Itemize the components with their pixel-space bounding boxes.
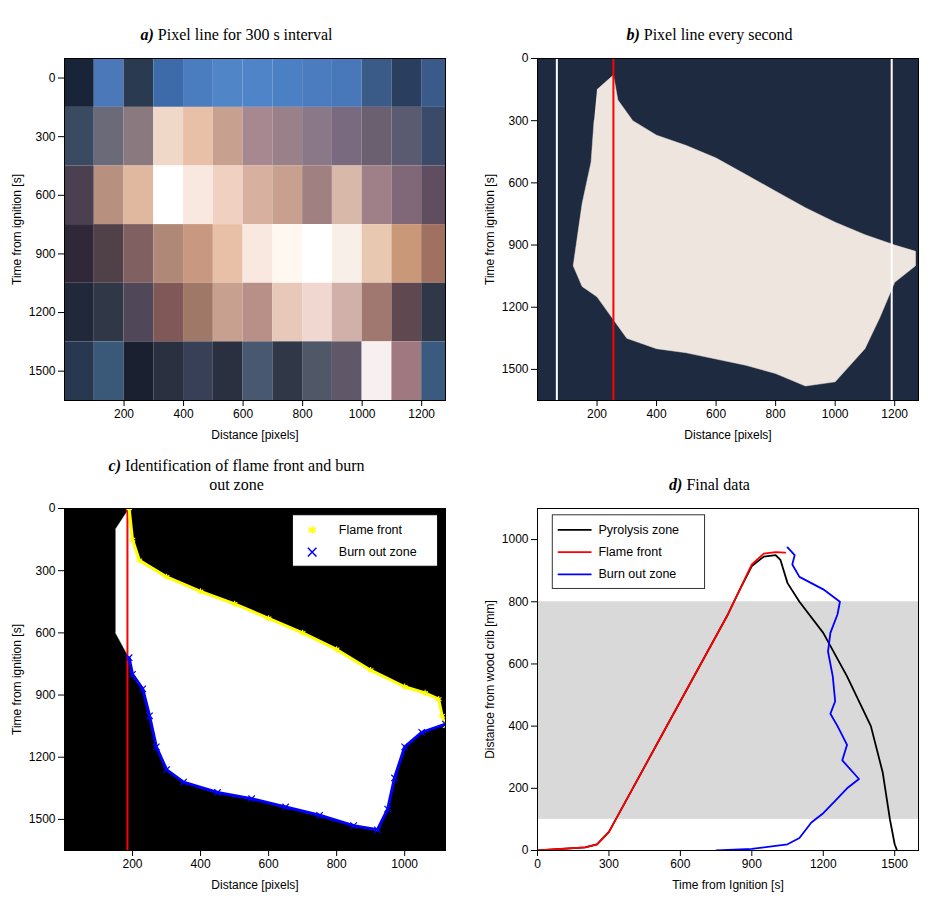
html-text:c) Identification of flame fro: c) Identification of flame front and bur… (108, 457, 365, 493)
svg-text:Time from ignition [s]: Time from ignition [s] (10, 174, 24, 285)
svg-text:600: 600 (233, 407, 253, 421)
svg-text:1000: 1000 (822, 407, 849, 421)
svg-text:600: 600 (670, 857, 690, 871)
svg-text:Distance from wood crib [mm]: Distance from wood crib [mm] (483, 600, 497, 759)
svg-text:200: 200 (114, 407, 134, 421)
svg-text:Time from Ignition [s]: Time from Ignition [s] (672, 878, 784, 892)
svg-text:0: 0 (522, 51, 529, 65)
svg-text:Distance [pixels]: Distance [pixels] (211, 428, 298, 442)
svg-text:1500: 1500 (29, 364, 56, 378)
svg-text:400: 400 (647, 407, 667, 421)
svg-text:Pyrolysis zone: Pyrolysis zone (598, 523, 679, 537)
svg-text:900: 900 (35, 688, 55, 702)
svg-text:600: 600 (508, 176, 528, 190)
svg-text:0: 0 (522, 843, 529, 857)
svg-text:Time from ignition [s]: Time from ignition [s] (10, 624, 24, 735)
svg-text:Flame front: Flame front (598, 545, 662, 559)
svg-text:600: 600 (508, 657, 528, 671)
svg-text:0: 0 (49, 501, 56, 515)
svg-text:1500: 1500 (881, 857, 908, 871)
svg-text:0: 0 (534, 857, 541, 871)
svg-text:1200: 1200 (810, 857, 837, 871)
svg-text:0: 0 (49, 71, 56, 85)
svg-text:1000: 1000 (349, 407, 376, 421)
svg-text:300: 300 (599, 857, 619, 871)
svg-text:Distance [pixels]: Distance [pixels] (684, 428, 771, 442)
svg-text:800: 800 (508, 595, 528, 609)
svg-text:600: 600 (706, 407, 726, 421)
svg-text:300: 300 (35, 564, 55, 578)
svg-text:Time from ignition [s]: Time from ignition [s] (483, 174, 497, 285)
html-text:b) Pixel line every second: b) Pixel line every second (626, 26, 793, 43)
svg-text:200: 200 (508, 781, 528, 795)
svg-text:1200: 1200 (408, 407, 435, 421)
svg-text:400: 400 (508, 719, 528, 733)
svg-text:200: 200 (123, 857, 143, 871)
svg-text:Flame front: Flame front (339, 523, 403, 537)
svg-text:200: 200 (587, 407, 607, 421)
svg-text:1000: 1000 (502, 532, 529, 546)
svg-text:600: 600 (35, 188, 55, 202)
svg-text:400: 400 (174, 407, 194, 421)
html-text:a) Pixel line for 300 s interv: a) Pixel line for 300 s interval (140, 26, 333, 43)
svg-text:Burn out zone: Burn out zone (598, 567, 676, 581)
svg-text:Distance [pixels]: Distance [pixels] (211, 878, 298, 892)
svg-text:800: 800 (293, 407, 313, 421)
svg-text:1000: 1000 (391, 857, 418, 871)
svg-text:900: 900 (508, 238, 528, 252)
svg-text:900: 900 (35, 247, 55, 261)
svg-text:400: 400 (191, 857, 211, 871)
svg-text:Burn out zone: Burn out zone (339, 545, 417, 559)
svg-text:1200: 1200 (29, 750, 56, 764)
svg-text:1200: 1200 (881, 407, 908, 421)
svg-text:1500: 1500 (502, 362, 529, 376)
svg-text:1200: 1200 (29, 305, 56, 319)
svg-text:800: 800 (766, 407, 786, 421)
svg-text:800: 800 (327, 857, 347, 871)
svg-text:1200: 1200 (502, 300, 529, 314)
html-text:d) Final data: d) Final data (669, 476, 750, 493)
svg-text:1500: 1500 (29, 812, 56, 826)
svg-text:600: 600 (35, 626, 55, 640)
svg-text:900: 900 (742, 857, 762, 871)
svg-text:300: 300 (508, 114, 528, 128)
svg-text:600: 600 (259, 857, 279, 871)
svg-text:300: 300 (35, 130, 55, 144)
